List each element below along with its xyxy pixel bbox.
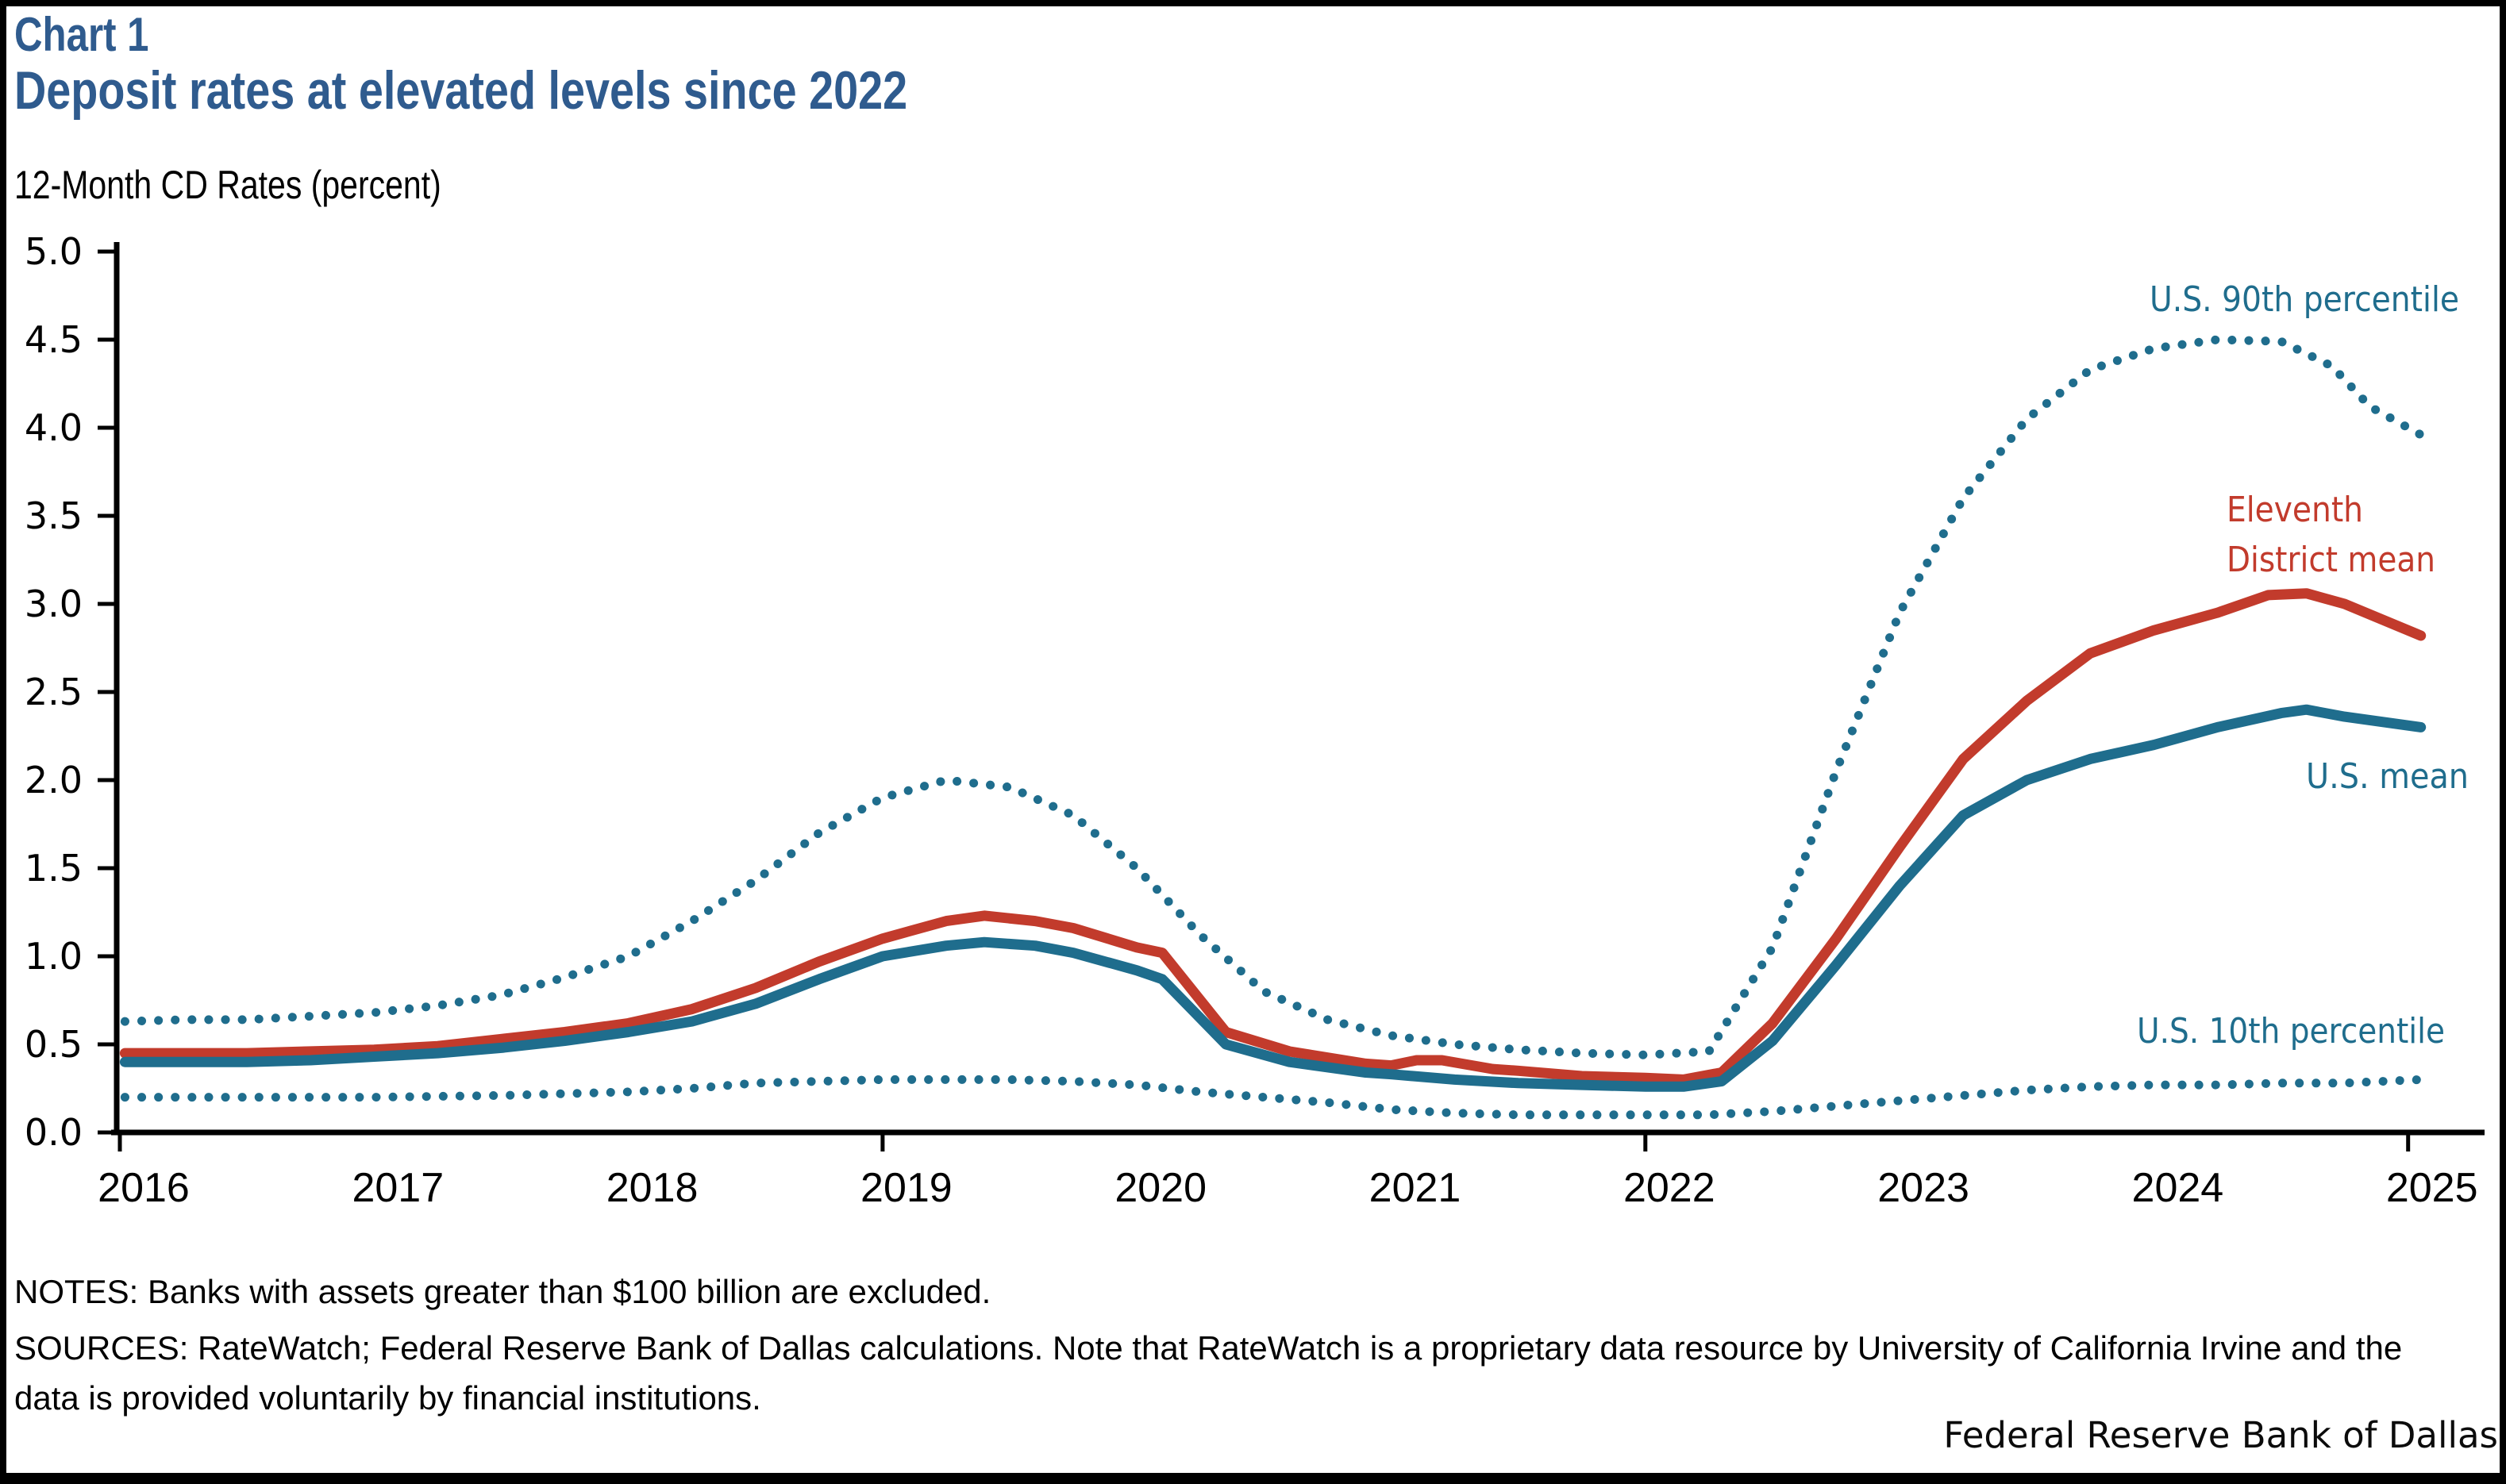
chart-number-label: Chart 1 — [14, 8, 149, 61]
series-label-eleventh: Eleventh — [2227, 490, 2363, 530]
series-line-u-s-mean — [119, 704, 2427, 1092]
notes-block: NOTES: Banks with assets greater than $1… — [14, 1267, 2458, 1423]
page-border-bottom — [0, 1473, 2506, 1484]
page-border-left — [0, 0, 6, 1484]
y-tick-label: 3.0 — [25, 582, 83, 625]
y-tick-label: 3.5 — [25, 494, 83, 537]
series-label-u-s-10th-percentile: U.S. 10th percentile — [2137, 1011, 2445, 1051]
y-tick-label: 1.0 — [25, 935, 83, 978]
x-tick-label: 2020 — [1114, 1165, 1207, 1211]
x-tick-label: 2018 — [606, 1165, 699, 1211]
y-tick-label: 5.0 — [25, 230, 83, 273]
series-line-u-s-10th-percentile — [120, 1075, 2426, 1120]
sources-text: SOURCES: RateWatch; Federal Reserve Bank… — [14, 1329, 2403, 1417]
x-tick-label: 2025 — [2386, 1165, 2478, 1211]
y-tick-label: 0.5 — [25, 1023, 83, 1066]
notes-text: NOTES: Banks with assets greater than $1… — [14, 1273, 991, 1310]
y-tick-label: 1.5 — [25, 847, 83, 890]
y-axis-units-label: 12-Month CD Rates (percent) — [14, 163, 441, 207]
x-tick-label: 2017 — [352, 1165, 444, 1211]
series-line-eleventh-district-mean — [119, 588, 2427, 1085]
x-tick-label: 2021 — [1369, 1165, 1461, 1211]
series-label-u-s-90th-percentile: U.S. 90th percentile — [2150, 279, 2459, 320]
y-tick-label: 2.0 — [25, 759, 83, 802]
x-tick-label: 2016 — [98, 1165, 190, 1211]
page-border-right — [2500, 0, 2506, 1484]
federal-reserve-bank-of-dallas-wordmark: Federal Reserve Bank of Dallas — [1943, 1414, 2498, 1456]
x-tick-label: 2022 — [1623, 1165, 1715, 1211]
y-tick-label: 2.5 — [25, 671, 83, 713]
x-tick-label: 2024 — [2132, 1165, 2224, 1211]
y-tick-label: 4.0 — [25, 406, 83, 449]
x-tick-label: 2019 — [860, 1165, 953, 1211]
series-label-district-mean: District mean — [2227, 540, 2435, 580]
y-tick-label: 0.0 — [25, 1111, 83, 1154]
series-label-u-s-mean: U.S. mean — [2306, 756, 2469, 797]
y-tick-label: 4.5 — [25, 318, 83, 361]
page-title: Deposit rates at elevated levels since 2… — [14, 60, 908, 121]
x-tick-label: 2023 — [1877, 1165, 1969, 1211]
series-line-u-s-90th-percentile — [120, 335, 2426, 1059]
page-border-top — [0, 0, 2506, 6]
